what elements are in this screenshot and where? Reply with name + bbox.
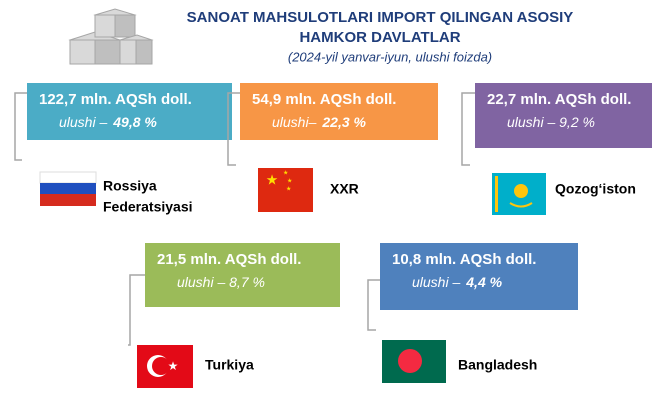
connector — [14, 92, 27, 161]
share-label: ulushi – 8,7 % — [177, 274, 265, 290]
flag-bangladesh — [382, 340, 446, 383]
connector — [461, 92, 475, 166]
country-name: Bangladesh — [458, 357, 537, 373]
share-value: 4,4 % — [465, 274, 502, 290]
share-label: ulushi – 9,2 % — [507, 114, 595, 130]
share-value: 49,8 % — [112, 114, 157, 130]
info-box — [475, 83, 652, 148]
amount: 22,7 mln. AQSh doll. — [487, 91, 631, 108]
share-line: ulushi – 49,8 % — [59, 114, 157, 130]
svg-text:★: ★ — [168, 359, 179, 373]
title-line: SANOAT MAHSULOTLARI IMPORT QILINGAN ASOS… — [187, 9, 574, 26]
amount: 10,8 mln. AQSh doll. — [392, 251, 536, 268]
svg-text:★: ★ — [287, 178, 292, 185]
country-name: XXR — [330, 181, 359, 197]
info-box — [145, 243, 340, 307]
share-label: ulushi – — [59, 114, 107, 130]
flag-china: ★ ★★★ — [258, 168, 313, 212]
info-box — [27, 83, 232, 140]
svg-text:★: ★ — [283, 170, 288, 177]
info-box — [240, 83, 438, 140]
connector — [227, 92, 240, 166]
flag-kazakhstan — [492, 173, 546, 215]
share-line: ulushi – 4,4 % — [412, 274, 503, 290]
title-line: HAMKOR DAVLATLAR — [299, 29, 460, 46]
amount: 122,7 mln. AQSh doll. — [39, 91, 192, 108]
flag-russia — [39, 171, 97, 206]
country-name: Turkiya — [205, 357, 254, 373]
share-value: 22,3 % — [321, 114, 366, 130]
share-line: ulushi– 22,3 % — [272, 114, 367, 130]
amount: 21,5 mln. AQSh doll. — [157, 251, 301, 268]
svg-text:★: ★ — [286, 186, 291, 193]
amount: 54,9 mln. AQSh doll. — [252, 91, 396, 108]
share-label: ulushi – — [412, 274, 460, 290]
subtitle: (2024-yil yanvar-iyun, ulushi foizda) — [288, 49, 492, 64]
share-label: ulushi– — [272, 114, 317, 130]
connector — [367, 279, 380, 331]
connector — [128, 274, 145, 346]
country-name: Rossiya — [103, 178, 157, 194]
country-name: Qozog‘iston — [555, 181, 636, 197]
flag-turkey: ★ — [137, 345, 193, 388]
cubes-icon — [68, 8, 154, 65]
share-line: ulushi – 8,7 % — [177, 274, 265, 290]
svg-text:★: ★ — [266, 172, 279, 188]
info-box — [380, 243, 578, 310]
share-line: ulushi – 9,2 % — [507, 114, 595, 130]
country-name: Federatsiyasi — [103, 199, 193, 215]
